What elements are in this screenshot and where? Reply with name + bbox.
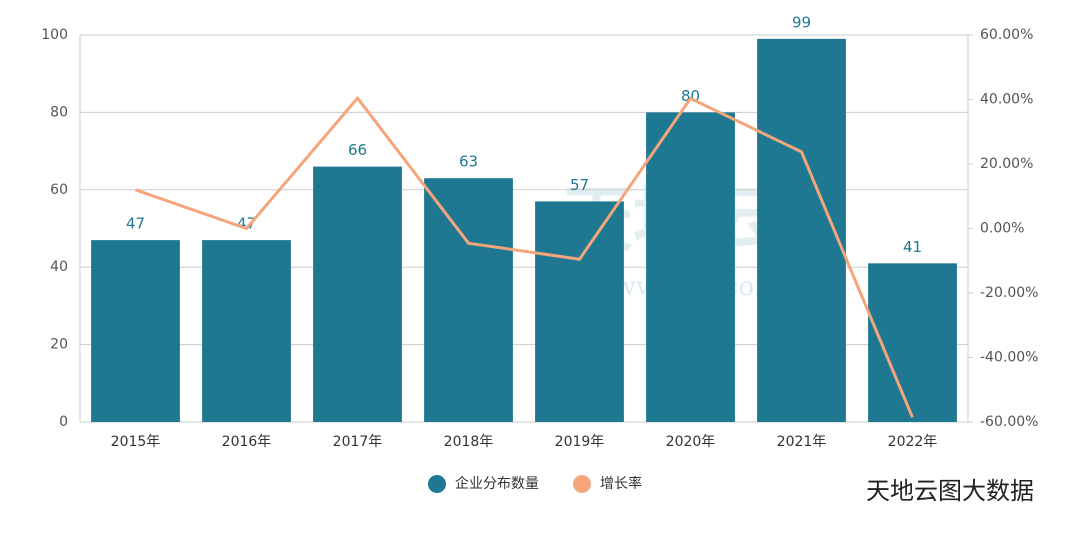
x-tick-label: 2019年 [555, 434, 605, 450]
bar [202, 240, 291, 422]
legend-label: 企业分布数量 [455, 475, 539, 492]
x-tick-label: 2020年 [666, 434, 716, 450]
bar [313, 166, 402, 422]
x-tick-label: 2015年 [111, 434, 161, 450]
x-tick-label: 2017年 [333, 434, 383, 450]
data-label: 47 [126, 215, 145, 233]
x-tick-label: 2016年 [222, 434, 272, 450]
y2-tick-label: -60.00% [980, 414, 1038, 430]
y2-tick-label: -20.00% [980, 285, 1038, 301]
data-label: 41 [903, 238, 922, 256]
bar [535, 201, 624, 422]
y-tick-label: 40 [50, 259, 68, 275]
bar [91, 240, 180, 422]
y2-tick-label: -40.00% [980, 350, 1038, 366]
y-tick-label: 80 [50, 104, 68, 120]
y-tick-label: 20 [50, 337, 68, 353]
bar [868, 263, 957, 422]
legend-marker [428, 475, 446, 493]
data-label: 63 [459, 153, 478, 171]
logo-text: 天地云图大数据 [866, 477, 1034, 505]
x-tick-label: 2021年 [777, 434, 827, 450]
y-tick-label: 60 [50, 182, 68, 198]
data-label: 66 [348, 141, 367, 159]
line [135, 95, 914, 419]
y-tick-label: 0 [59, 414, 68, 430]
data-label: 57 [570, 176, 589, 194]
y2-tick-label: 0.00% [980, 221, 1024, 237]
y2-tick-label: 60.00% [980, 27, 1033, 43]
legend-marker [573, 475, 591, 493]
legend-label: 增长率 [600, 475, 642, 492]
data-label: 99 [792, 13, 811, 31]
x-tick-label: 2018年 [444, 434, 494, 450]
bar [646, 112, 735, 423]
y2-tick-label: 40.00% [980, 92, 1033, 108]
bar [424, 178, 513, 422]
y2-tick-label: 20.00% [980, 156, 1033, 172]
bar [757, 38, 846, 423]
x-tick-label: 2022年 [888, 434, 938, 450]
y-tick-label: 100 [41, 27, 68, 43]
